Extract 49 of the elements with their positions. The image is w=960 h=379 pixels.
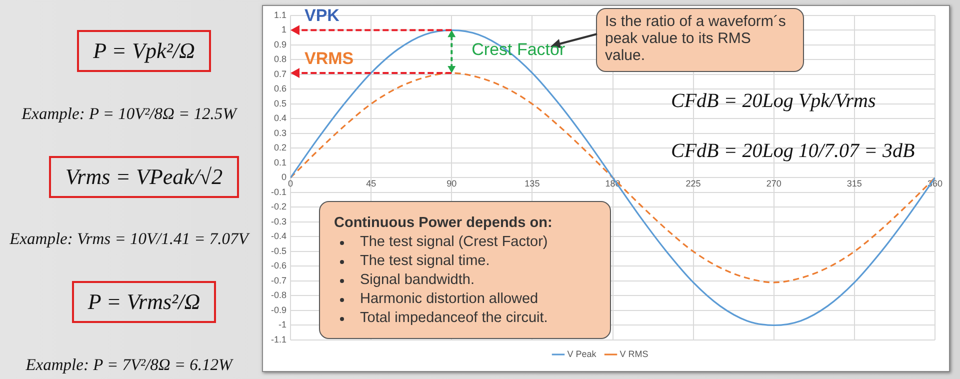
y-tick-label: -1.1 — [270, 334, 287, 344]
formula-box: P = Vpk²/Ω — [77, 30, 211, 72]
y-tick-label: 0.1 — [274, 157, 287, 168]
x-tick-label: 270 — [766, 178, 782, 189]
text: Example: P = 7V²/8Ω = 6.12W — [26, 354, 232, 375]
legend-label: V Peak — [567, 348, 597, 359]
annotation: The test signal time. — [359, 252, 491, 271]
annotation: Signal bandwidth. — [359, 271, 476, 290]
y-tick-label: 1 — [281, 24, 287, 35]
y-tick-label: -0.8 — [270, 290, 287, 300]
y-tick-label: -1 — [278, 320, 287, 330]
x-tick-label: 45 — [366, 178, 376, 189]
annotation: Harmonic distortion allowed — [359, 290, 540, 309]
text: Example: P = 10V²/8Ω = 12.5W — [22, 104, 236, 124]
legend-label: V RMS — [620, 348, 648, 359]
y-tick-label: -0.3 — [270, 216, 287, 226]
y-tick-label: 0.8 — [274, 54, 287, 64]
y-tick-label: 0.2 — [274, 142, 287, 153]
annotation: Continuous Power depends on: — [334, 214, 554, 233]
x-tick-label: 315 — [846, 178, 862, 189]
y-tick-label: -0.5 — [270, 246, 287, 256]
annotation: The test signal (Crest Factor) — [359, 233, 549, 252]
y-tick-label: -0.9 — [270, 304, 287, 315]
y-tick-label: 0.3 — [274, 128, 287, 138]
formula-box: P = Vrms²/Ω — [72, 281, 216, 324]
y-tick-label: 0.6 — [274, 84, 287, 94]
y-tick-label: -0.7 — [270, 275, 287, 286]
y-tick-label: 0.4 — [274, 113, 287, 124]
callout-box: Is the ratio of a waveform´s peak value to its RMS value. — [596, 8, 804, 72]
x-tick-label: 225 — [686, 178, 701, 189]
annotation: Total impedanceof the circuit. — [359, 309, 549, 328]
y-tick-label: -0.6 — [270, 260, 287, 271]
y-tick-label: -0.4 — [270, 231, 287, 242]
y-tick-label: -0.2 — [270, 202, 287, 212]
y-tick-label: 0.7 — [274, 68, 287, 79]
annotation: CFdB = 20Log 10/7.07 = 3dB — [671, 140, 915, 163]
y-tick-label: 0.5 — [274, 98, 287, 108]
text: Example: Vrms = 10V/1.41 = 7.07V — [10, 229, 248, 250]
x-tick-label: 135 — [524, 178, 540, 189]
y-tick-label: 0 — [281, 172, 287, 182]
y-tick-label: 0.9 — [274, 39, 287, 50]
y-tick-label: 1.1 — [274, 10, 287, 20]
annotation: VPK — [304, 6, 340, 26]
formula-box: Vrms = VPeak/√2 — [49, 156, 239, 198]
x-tick-label: 90 — [446, 178, 457, 189]
x-tick-label: 0 — [288, 178, 294, 189]
annotation: VRMS — [304, 48, 354, 69]
y-tick-label: -0.1 — [270, 186, 287, 197]
annotation: CFdB = 20Log Vpk/Vrms — [671, 90, 876, 113]
